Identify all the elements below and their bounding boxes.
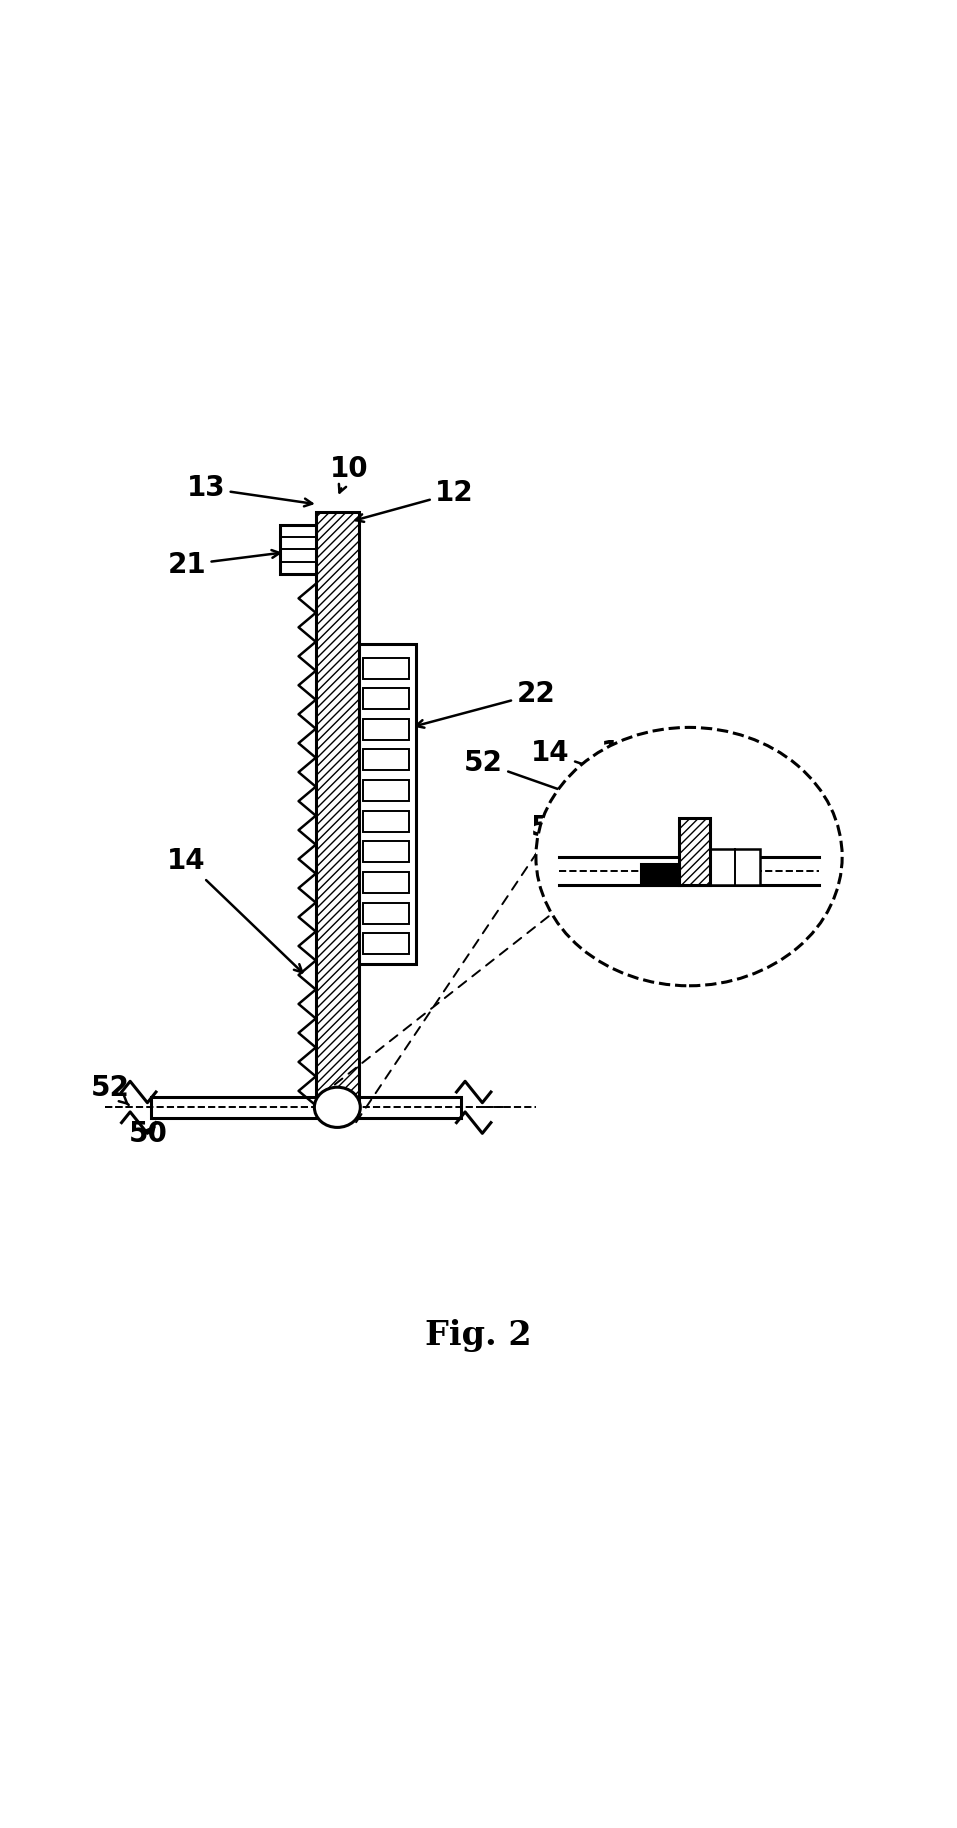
Bar <box>363 903 409 923</box>
Text: 13: 13 <box>187 473 312 506</box>
Text: 30: 30 <box>608 865 712 894</box>
Bar <box>359 643 416 963</box>
Bar <box>280 525 316 574</box>
Text: 41: 41 <box>737 751 775 795</box>
Text: 14: 14 <box>531 739 681 799</box>
Bar <box>316 512 359 1110</box>
Text: 52: 52 <box>91 1075 129 1104</box>
Bar <box>363 872 409 892</box>
Bar <box>363 810 409 832</box>
Ellipse shape <box>536 728 842 985</box>
Bar <box>363 749 409 770</box>
Bar <box>363 932 409 954</box>
Text: 50: 50 <box>746 861 813 890</box>
Bar <box>679 819 710 885</box>
Text: 22: 22 <box>416 680 555 728</box>
Bar <box>710 848 760 885</box>
Text: 51: 51 <box>531 813 674 846</box>
Bar <box>363 841 409 863</box>
Text: 10: 10 <box>330 455 368 492</box>
Bar <box>641 865 679 885</box>
Bar <box>363 658 409 678</box>
Text: 50: 50 <box>129 1121 167 1148</box>
Text: 14: 14 <box>167 848 302 972</box>
Text: 21: 21 <box>167 550 279 579</box>
Text: 52: 52 <box>464 749 656 824</box>
Bar <box>363 687 409 709</box>
Ellipse shape <box>314 1088 360 1128</box>
Bar <box>363 718 409 740</box>
Text: 10: 10 <box>601 739 696 795</box>
Text: Fig. 2: Fig. 2 <box>425 1318 532 1351</box>
Text: 12: 12 <box>356 479 474 521</box>
Bar <box>363 781 409 801</box>
